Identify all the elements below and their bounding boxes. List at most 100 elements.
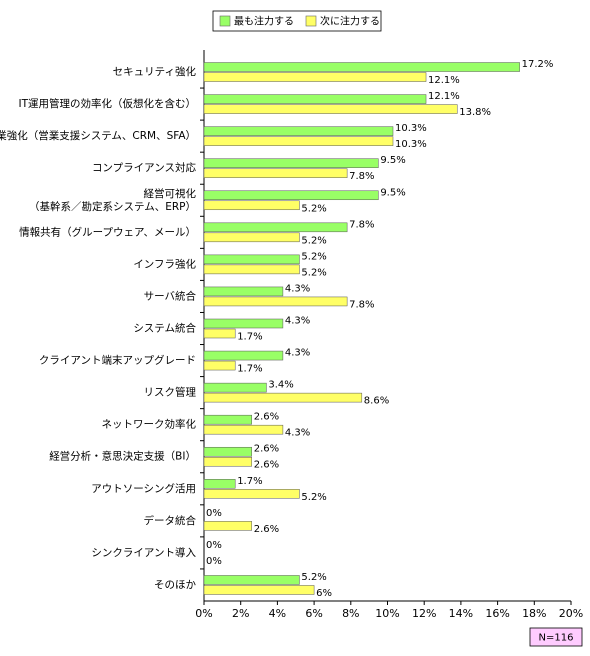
y-tick-label: データ統合 [144,514,197,527]
note-box [529,627,583,647]
y-tick-label: セキュリティ強化 [113,65,197,78]
legend-label: 次に注力する [320,15,380,28]
x-tick-label: 0% [195,607,212,620]
x-tick-label: 8% [342,607,359,620]
value-label: 7.8% [349,299,374,310]
x-tick-label: 4% [269,607,286,620]
value-label: 12.1% [428,75,460,86]
legend-box [212,10,382,32]
value-label: 1.7% [237,476,262,487]
x-tick-label: 12% [412,607,436,620]
x-tick-label: 18% [522,607,546,620]
y-tick-label: 経営分析・意思決定支援（BI） [49,450,196,463]
value-label: 5.2% [301,235,326,246]
value-label: 5.2% [301,572,326,583]
x-tick-label: 14% [449,607,473,620]
bar [203,168,348,178]
value-label: 4.3% [285,428,310,439]
value-label: 5.2% [301,492,326,503]
y-tick-label: クライアント端末アップグレード [39,354,196,367]
value-label: 3.4% [268,380,293,391]
bar [203,360,236,371]
y-tick-label: IT運用管理の効率化（仮想化を含む） [18,97,196,110]
y-tick-label: シンクライアント導入 [91,546,196,559]
legend-label: 最も注力する [234,15,294,28]
y-tick-label: 情報共有（グループウェア、メール） [19,225,196,238]
value-label: 0% [206,556,222,567]
y-tick-label: コンプライアンス対応 [92,161,197,174]
x-tick-label: 20% [559,607,583,620]
x-tick-label: 16% [485,607,509,620]
value-label: 5.2% [301,251,326,262]
value-label: 0% [206,508,222,519]
value-label: 5.2% [301,203,326,214]
y-tick-label: サーバ統合 [144,289,197,302]
bar [203,414,252,425]
bar [203,296,348,307]
legend-swatch [219,15,231,27]
value-label: 13.8% [459,107,491,118]
bar [203,286,284,297]
bar [203,456,252,467]
bar [203,72,427,82]
value-label: 12.1% [428,91,460,102]
value-label: 9.5% [380,155,405,166]
value-label: 5.2% [301,267,326,278]
x-tick-label: 10% [375,607,399,620]
bar [203,62,520,72]
value-label: 1.7% [237,364,262,375]
bar [203,489,300,499]
bar [203,479,236,489]
value-label: 1.7% [237,332,262,343]
bar [203,446,252,457]
bar [203,232,300,243]
x-tick-label: 6% [305,607,322,620]
value-label: 0% [206,540,222,551]
value-label: 4.3% [285,348,310,359]
y-tick-label: 営業強化（営業支援システム、CRM、SFA） [0,129,196,142]
y-tick-label: アウトソーシング活用 [91,482,196,495]
value-label: 7.8% [349,219,374,230]
value-label: 2.6% [254,412,279,423]
bar [203,318,284,329]
x-tick-label: 2% [232,607,249,620]
bar [203,104,458,114]
value-label: 17.2% [522,59,554,70]
bar [203,328,236,339]
value-label: 2.6% [254,524,279,535]
value-label: 2.6% [254,444,279,455]
legend-swatch [305,15,317,27]
value-label: 9.5% [380,187,405,198]
value-label: 10.3% [395,123,427,134]
bar [203,126,394,136]
value-label: 6% [316,588,332,599]
bar [203,382,267,393]
y-tick-label: 経営可視化（基幹系／勘定系システム、ERP） [29,187,196,213]
value-label: 7.8% [349,171,374,182]
bar [203,254,300,265]
bar [203,575,300,585]
y-tick-label: リスク管理 [144,386,197,399]
bar [203,200,300,211]
y-tick-label: インフラ強化 [133,257,196,270]
bar [203,158,379,168]
value-label: 2.6% [254,460,279,471]
value-label: 4.3% [285,283,310,294]
note: N=116 [539,633,574,644]
value-label: 8.6% [364,396,389,407]
value-label: 10.3% [395,139,427,150]
bar [203,136,394,146]
bar [203,222,348,233]
bar [203,94,427,104]
bar [203,392,363,403]
bar [203,190,379,201]
y-tick-label: システム統合 [133,322,196,335]
bar [203,350,284,361]
bar [203,264,300,275]
bar [203,521,252,531]
y-tick-label: そのほか [154,579,196,591]
bar [203,585,315,595]
value-label: 4.3% [285,316,310,327]
y-tick-label: ネットワーク効率化 [102,418,197,431]
